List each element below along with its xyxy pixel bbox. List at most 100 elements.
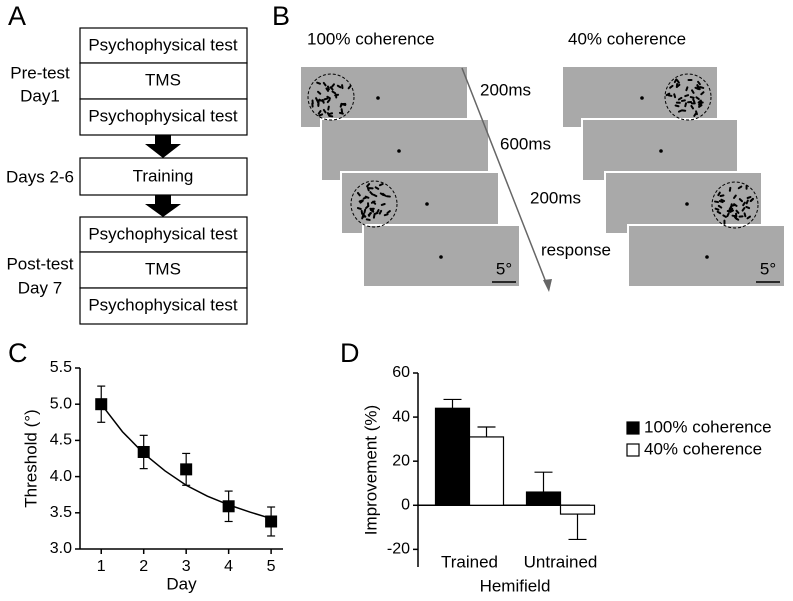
dot — [685, 86, 689, 92]
y-tick-label: 20 — [392, 452, 410, 469]
dot — [362, 213, 367, 218]
marker — [180, 463, 193, 476]
dot — [369, 191, 374, 196]
fixation — [685, 202, 689, 206]
dot — [719, 194, 725, 198]
box-label: Psychophysical test — [88, 106, 238, 125]
dot — [733, 194, 737, 199]
dot — [697, 99, 702, 104]
y-tick-label: 0 — [401, 496, 410, 513]
dot — [356, 191, 361, 197]
column-title: 100% coherence — [307, 29, 435, 48]
scale-label: 5° — [760, 259, 776, 278]
y-tick-label: 5.5 — [50, 359, 72, 376]
y-axis-label: Threshold (°) — [21, 409, 40, 507]
dot — [720, 198, 726, 202]
dot — [741, 207, 746, 212]
panel-label: C — [8, 338, 28, 368]
y-tick-label: 60 — [392, 364, 410, 381]
dot — [347, 84, 352, 90]
y-tick-label: -20 — [387, 541, 410, 558]
dot — [677, 96, 683, 101]
dot — [734, 217, 740, 221]
dot — [742, 201, 746, 207]
box-label: TMS — [145, 259, 181, 278]
dot — [315, 97, 319, 102]
fixation — [439, 255, 443, 259]
x-axis-label: Day — [166, 574, 197, 593]
flow-box — [79, 98, 248, 136]
aperture — [350, 180, 398, 228]
dot — [714, 200, 720, 204]
dot — [363, 208, 367, 214]
time-arrow-head — [543, 279, 552, 292]
dot — [369, 208, 375, 213]
x-tick-label: 1 — [97, 558, 106, 575]
dot — [716, 210, 722, 215]
dot — [695, 96, 700, 101]
dot — [726, 212, 730, 218]
x-tick-label: 5 — [267, 558, 276, 575]
marker — [222, 500, 235, 513]
panel-label: A — [8, 1, 26, 31]
dot — [738, 198, 744, 203]
y-tick-label: 3.5 — [50, 504, 72, 521]
dot — [667, 94, 673, 97]
dot — [696, 84, 699, 90]
flow-arrow — [145, 195, 181, 217]
stage-label: Day 7 — [18, 278, 62, 297]
dot — [318, 113, 324, 117]
dot — [676, 79, 680, 84]
dot — [359, 199, 364, 204]
bar — [525, 491, 562, 506]
dot — [745, 205, 751, 210]
timing-label: 200ms — [480, 80, 531, 99]
aperture — [664, 73, 712, 121]
y-tick-label: 5.0 — [50, 395, 72, 412]
dot — [383, 213, 389, 217]
dot — [665, 92, 671, 97]
box-label: TMS — [145, 70, 181, 89]
dot — [362, 196, 368, 200]
marker — [95, 398, 108, 411]
dot — [746, 196, 752, 199]
dot — [322, 108, 327, 114]
dot — [745, 199, 749, 205]
dot — [729, 209, 734, 213]
panel-label: D — [340, 338, 360, 368]
dot — [728, 207, 734, 212]
dot — [673, 93, 677, 99]
dot — [322, 81, 327, 87]
aperture — [307, 73, 355, 121]
dot — [699, 86, 705, 89]
fixation — [425, 202, 429, 206]
timing-label: 600ms — [500, 134, 551, 153]
dot — [321, 98, 325, 104]
dot — [743, 212, 747, 218]
column-title: 40% coherence — [568, 29, 686, 48]
dot — [323, 97, 329, 101]
dot — [365, 218, 371, 221]
dot — [700, 91, 705, 96]
dot — [698, 101, 704, 105]
x-tick-label: Trained — [441, 552, 498, 571]
dot — [328, 112, 334, 116]
x-tick-label: Untrained — [524, 552, 598, 571]
dot — [329, 86, 334, 91]
dot — [735, 209, 740, 214]
flow-box — [79, 27, 248, 64]
dot — [339, 102, 343, 108]
y-tick-label: 40 — [392, 408, 410, 425]
fixation — [705, 255, 709, 259]
dot — [374, 186, 380, 190]
x-tick-label: 4 — [224, 558, 233, 575]
dot — [373, 211, 379, 215]
stage-label: Pre-test — [10, 63, 70, 82]
dot — [356, 207, 362, 210]
dot — [326, 95, 331, 100]
marker — [265, 515, 278, 528]
dot — [737, 185, 743, 190]
box-label: Psychophysical test — [88, 224, 238, 243]
dot — [338, 111, 344, 115]
legend-swatch — [626, 421, 640, 435]
